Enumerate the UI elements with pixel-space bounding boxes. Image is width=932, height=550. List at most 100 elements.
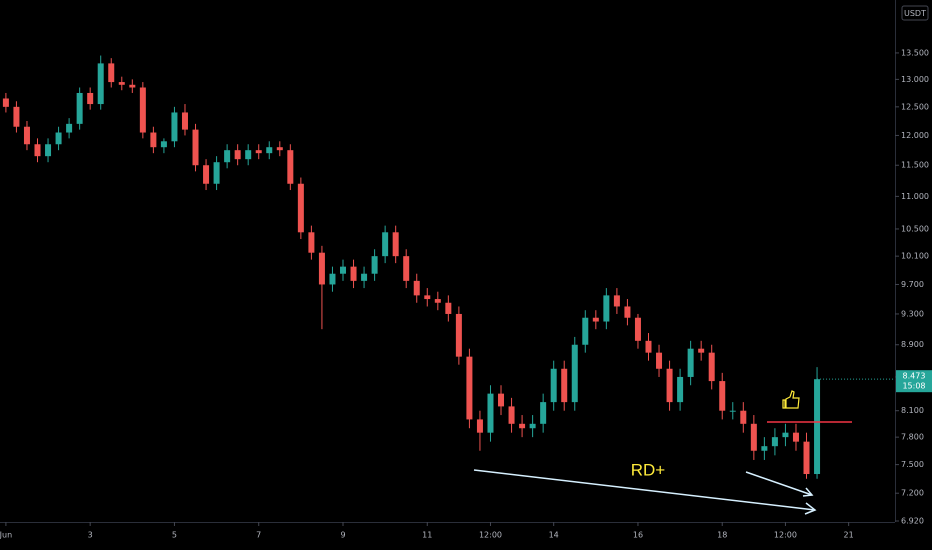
candles [2, 55, 821, 479]
candle-body [434, 299, 441, 303]
candle-body [634, 317, 641, 341]
candle-body [750, 423, 757, 451]
x-tick-label: 5 [172, 531, 177, 540]
candle-body [308, 232, 315, 253]
x-tick-label: 18 [717, 531, 727, 540]
candle-body [192, 129, 199, 166]
y-tick-label: 8.100 [901, 406, 924, 415]
x-tick-label: 11 [422, 531, 432, 540]
candle-body [761, 446, 768, 451]
y-tick-label: 12.500 [901, 102, 929, 111]
candle-body [413, 280, 420, 296]
last-price-label: 8.473 [903, 372, 926, 381]
currency-box [901, 5, 929, 21]
candle-body [476, 419, 483, 433]
candle-body [181, 112, 188, 130]
candle-body [487, 393, 494, 433]
candle-body [740, 410, 747, 424]
currency-label: USDT [904, 9, 926, 18]
candle-body [613, 295, 620, 307]
candle-body [792, 432, 799, 442]
candle-body [329, 273, 336, 285]
y-tick-label: 9.700 [901, 280, 924, 289]
candle-body [371, 256, 378, 274]
candle-body [540, 402, 547, 424]
candle-body [118, 82, 125, 85]
candle-body [677, 376, 684, 403]
candle-body [424, 295, 431, 300]
y-tick-label: 12.000 [901, 131, 929, 140]
candle-body [666, 368, 673, 403]
candle-body [719, 381, 726, 411]
candle-body [645, 340, 652, 353]
candle-body [255, 150, 262, 154]
candle-body [624, 306, 631, 318]
candle-body [392, 232, 399, 257]
candle-body [708, 352, 715, 382]
candle-body [687, 348, 694, 377]
x-tick-label: 7 [256, 531, 261, 540]
candle-body [382, 232, 389, 257]
x-tick-label: 21 [844, 531, 854, 540]
y-tick-label: 9.300 [901, 309, 924, 318]
candle-body [34, 144, 41, 157]
candle-body [87, 92, 94, 105]
y-tick-label: 10.100 [901, 252, 929, 261]
y-tick-label: 13.000 [901, 75, 929, 84]
candle-body [129, 84, 136, 88]
x-tick-label: 3 [88, 531, 93, 540]
candle-body [318, 252, 325, 285]
candle-body [508, 406, 515, 424]
candle-body [771, 437, 778, 447]
candle-body [698, 348, 705, 353]
candle-body [55, 132, 62, 145]
x-tick-label: Jun [0, 531, 12, 540]
candle-body [108, 63, 115, 83]
candle-body [519, 423, 526, 429]
y-tick-label: 7.800 [901, 433, 924, 442]
x-tick-label: 16 [633, 531, 643, 540]
y-tick-label: 11.000 [901, 192, 929, 201]
candle-body [213, 162, 220, 184]
candle-body [656, 352, 663, 369]
candle-body [561, 368, 568, 403]
thumbs-up-icon [782, 390, 800, 409]
candle-body [814, 379, 821, 475]
candle-body [13, 106, 20, 127]
candle-body [97, 63, 104, 105]
candle-body [66, 123, 73, 133]
candle-body [150, 132, 157, 148]
candle-body [245, 150, 252, 160]
y-tick-label: 7.500 [901, 460, 924, 469]
candle-body [803, 441, 810, 475]
candle-body [782, 432, 789, 438]
candle-body [403, 256, 410, 281]
candle-body [234, 150, 241, 160]
candle-body [729, 410, 736, 412]
candle-body [224, 150, 231, 163]
candle-body [361, 273, 368, 281]
candle-body [276, 147, 283, 151]
candle-body [2, 98, 9, 107]
x-tick-label: 14 [549, 531, 559, 540]
y-tick-label: 13.500 [901, 48, 929, 57]
x-tick-label: 12:00 [479, 531, 502, 540]
candle-body [203, 165, 210, 184]
annotation: RD+ [631, 460, 666, 479]
y-tick-label: 11.500 [901, 161, 929, 170]
x-tick-label: 9 [340, 531, 345, 540]
y-tick-label: 10.500 [901, 224, 929, 233]
candle-body [139, 87, 146, 133]
candle-body [498, 393, 505, 407]
candle-body [76, 92, 83, 124]
candle-body [45, 144, 52, 157]
candle-body [571, 344, 578, 403]
candle-body [171, 112, 178, 142]
x-tick-label: 12:00 [774, 531, 797, 540]
trend-arrows [473, 469, 817, 515]
candle-body [466, 356, 473, 420]
candle-body [582, 317, 589, 345]
candle-body [287, 150, 294, 184]
